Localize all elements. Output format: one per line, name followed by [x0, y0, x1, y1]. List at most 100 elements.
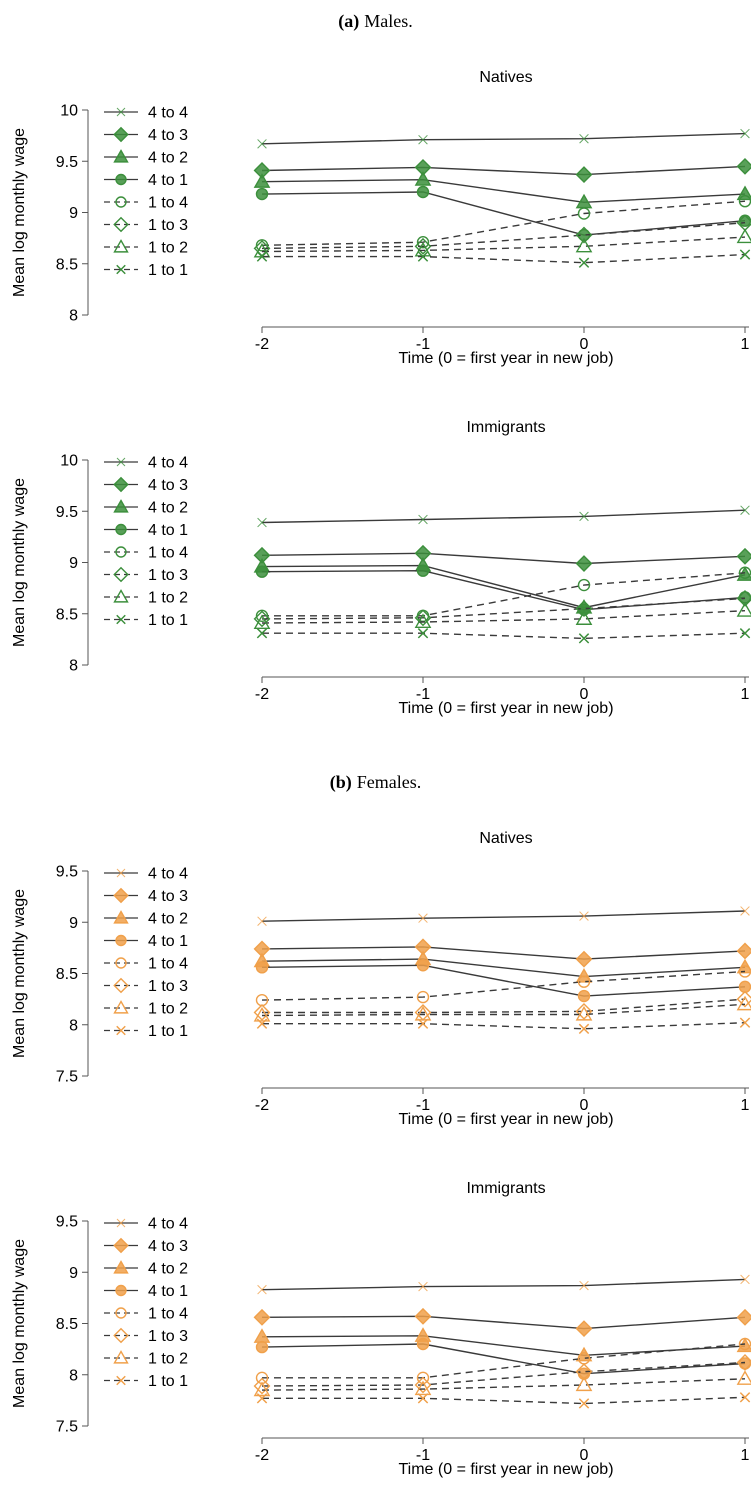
data-point: [253, 1381, 271, 1397]
triangle-marker: [736, 602, 751, 617]
x-tick-label: -2: [255, 1097, 269, 1114]
triangle-marker: [575, 1005, 593, 1021]
data-point: [736, 942, 751, 960]
data-point: [257, 916, 267, 926]
diamond-marker: [113, 476, 129, 493]
diamond-marker: [736, 1308, 751, 1326]
legend-item: 1 to 1: [104, 1023, 188, 1040]
legend-item: 4 to 3: [104, 887, 188, 905]
legend-label: 1 to 3: [148, 217, 188, 234]
x-thin-marker: [116, 107, 126, 117]
x-axis-label: Time (0 = first year in new job): [398, 1461, 613, 1478]
series-4-to-4: [257, 128, 750, 149]
diamond-marker: [414, 1307, 432, 1325]
diamond-marker: [575, 950, 593, 968]
circle-marker: [255, 1340, 269, 1354]
data-point: [575, 1005, 593, 1021]
y-tick-label: 10: [60, 103, 78, 120]
legend-item: 4 to 2: [104, 910, 188, 928]
x-tick-label: 1: [741, 336, 750, 353]
triangle-marker: [414, 171, 432, 186]
x-thin-marker: [579, 1280, 589, 1291]
legend-item: 4 to 4: [104, 1216, 188, 1233]
legend-label: 1 to 3: [148, 978, 188, 995]
circle-marker: [115, 957, 127, 969]
x-axis-label: Time (0 = first year in new job): [398, 700, 613, 717]
triangle-marker: [575, 237, 593, 253]
data-point: [257, 139, 267, 149]
x-thin-marker: [418, 514, 428, 525]
triangle-marker: [414, 1005, 432, 1021]
data-point: [575, 1003, 593, 1020]
data-point: [416, 564, 430, 577]
series-line: [261, 1003, 746, 1017]
diamond-marker: [575, 600, 593, 618]
series-4-to-3: [253, 544, 751, 572]
data-point: [739, 1392, 751, 1403]
data-point: [740, 1274, 750, 1285]
triangle-marker: [113, 1350, 129, 1364]
series-1-to-2: [253, 228, 751, 258]
x-thin-marker: [740, 1274, 750, 1285]
section-label: (b): [330, 772, 352, 793]
legend-item: 4 to 3: [104, 476, 188, 494]
data-point: [736, 589, 751, 607]
section-label: (a): [338, 11, 359, 32]
y-tick-label: 8.5: [56, 606, 78, 623]
x-thin-marker: [116, 868, 126, 878]
y-tick-label: 8: [69, 658, 78, 675]
data-point: [740, 128, 750, 139]
diamond-marker: [113, 977, 129, 994]
x-marker: [256, 1393, 268, 1404]
x-tick-label: 0: [580, 1097, 589, 1114]
data-point: [417, 1018, 429, 1029]
data-point: [738, 214, 751, 227]
legend-label: 4 to 3: [148, 888, 188, 905]
data-point: [257, 1284, 267, 1295]
circle-marker: [255, 961, 269, 974]
data-point: [575, 226, 593, 244]
legend-label: 4 to 2: [148, 911, 188, 928]
legend-label: 4 to 1: [148, 933, 188, 950]
x-thin-marker: [257, 916, 267, 926]
data-point: [739, 249, 751, 260]
series-line: [261, 222, 746, 250]
circle-marker: [416, 959, 430, 972]
series-line: [261, 610, 746, 624]
x-marker: [739, 1017, 751, 1028]
x-marker: [417, 251, 429, 262]
legend-item: 4 to 1: [104, 933, 188, 950]
x-thin-marker: [257, 139, 267, 149]
x-tick-label: -1: [416, 1097, 430, 1114]
x-tick-label: -2: [255, 1447, 269, 1464]
diamond-marker: [253, 1308, 271, 1326]
series-line: [261, 1378, 746, 1391]
series-line: [261, 946, 746, 960]
x-marker: [739, 628, 751, 639]
data-point: [738, 980, 751, 994]
series-4-to-3: [253, 938, 751, 968]
triangle-marker: [253, 1381, 271, 1397]
x-thin-marker: [257, 517, 267, 528]
data-point: [736, 1370, 751, 1385]
x-tick-label: 1: [741, 686, 750, 703]
series-line: [261, 1343, 746, 1375]
legend-item: 1 to 1: [104, 612, 188, 629]
y-axis-label: Mean log monthly wage: [11, 889, 28, 1058]
triangle-marker: [253, 614, 271, 630]
series-1-to-1: [256, 1017, 751, 1035]
y-tick-label: 9: [69, 1265, 78, 1282]
data-point: [579, 1280, 589, 1291]
x-thin-marker: [740, 906, 750, 916]
data-point: [740, 906, 750, 916]
series-line: [261, 1335, 746, 1357]
x-thin-marker: [418, 1281, 428, 1292]
series-4-to-3: [253, 157, 751, 183]
section-heading-males: (a) Males.: [338, 11, 413, 32]
data-point: [253, 1006, 271, 1022]
series-line: [261, 1278, 746, 1291]
legend-item: 1 to 1: [104, 262, 188, 279]
series-1-to-1: [256, 1392, 751, 1409]
legend-item: 1 to 2: [104, 1350, 188, 1368]
